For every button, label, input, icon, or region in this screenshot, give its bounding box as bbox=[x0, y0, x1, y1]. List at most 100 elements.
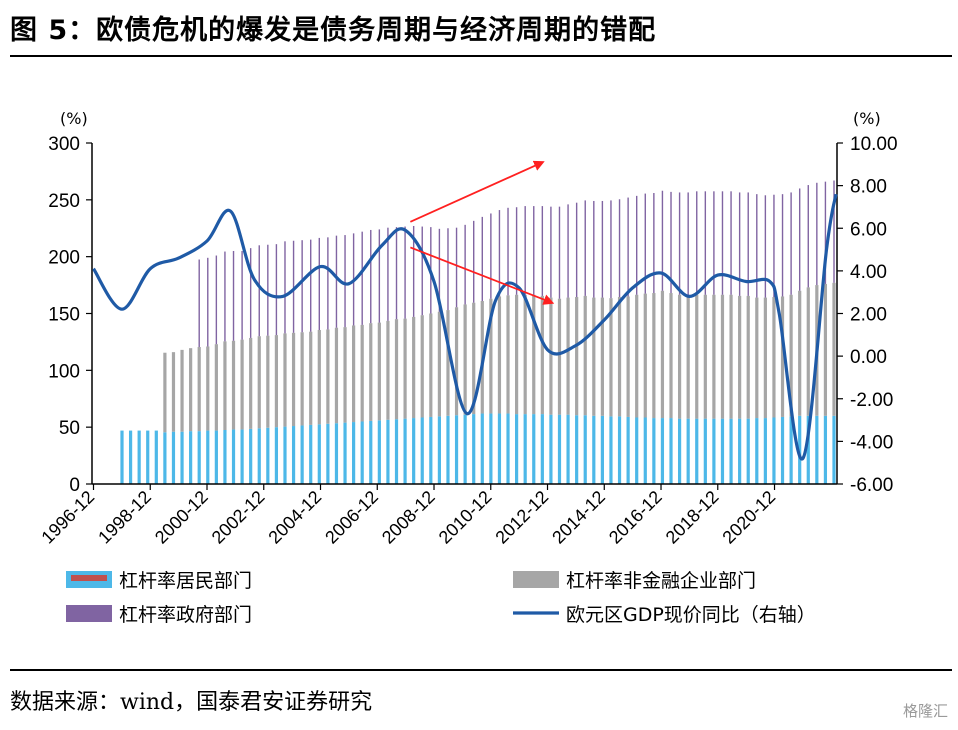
bar-household bbox=[480, 413, 484, 484]
bar-government bbox=[275, 244, 278, 336]
left-tick-label: 300 bbox=[48, 134, 80, 155]
bar-government bbox=[644, 193, 646, 294]
bar-government bbox=[378, 229, 381, 323]
bar-government bbox=[593, 200, 595, 298]
bar-household bbox=[635, 417, 639, 484]
bar-government bbox=[224, 251, 226, 342]
bar-government bbox=[207, 257, 209, 347]
bar-government bbox=[387, 227, 389, 321]
bar-corporate bbox=[677, 294, 682, 419]
bar-government bbox=[215, 255, 218, 345]
bar-household bbox=[369, 420, 373, 484]
bar-corporate bbox=[489, 298, 493, 414]
bar-household bbox=[506, 413, 510, 484]
bar-corporate bbox=[806, 287, 810, 416]
bar-household bbox=[515, 414, 519, 484]
bar-corporate bbox=[437, 311, 441, 417]
legend-label-government: 杠杆率政府部门 bbox=[119, 604, 252, 626]
bar-corporate bbox=[309, 331, 313, 425]
left-tick-label: 150 bbox=[48, 305, 80, 326]
bar-government bbox=[721, 191, 724, 295]
bar-government bbox=[198, 259, 200, 348]
bar-government bbox=[550, 206, 552, 298]
bar-corporate bbox=[429, 313, 433, 417]
bar-corporate bbox=[343, 327, 347, 423]
bar-government bbox=[473, 220, 475, 303]
right-tick-label: -4.00 bbox=[850, 432, 893, 453]
x-tick-label: 2014-12 bbox=[548, 487, 609, 548]
bar-household bbox=[540, 414, 544, 484]
bar-household bbox=[163, 432, 167, 484]
bar-household bbox=[677, 418, 682, 484]
legend-label-corporate: 杠杆率非金融企业部门 bbox=[566, 570, 756, 592]
bar-government bbox=[292, 240, 295, 333]
bar-government bbox=[498, 210, 501, 297]
bar-household bbox=[823, 415, 828, 484]
x-tick-label: 2000-12 bbox=[151, 487, 212, 548]
bar-corporate bbox=[403, 318, 407, 419]
title-rule bbox=[10, 55, 952, 57]
bar-government bbox=[661, 190, 664, 291]
bar-household bbox=[429, 416, 433, 484]
bar-government bbox=[730, 191, 732, 295]
bar-government bbox=[618, 199, 621, 298]
bar-government bbox=[696, 191, 698, 295]
bar-government bbox=[798, 188, 801, 291]
bar-corporate bbox=[240, 339, 244, 430]
bar-government bbox=[404, 226, 406, 319]
bar-corporate bbox=[412, 316, 416, 419]
left-tick-label: 250 bbox=[48, 191, 80, 212]
bar-government bbox=[455, 227, 458, 308]
right-tick-label: 0.00 bbox=[850, 347, 887, 368]
bar-household bbox=[360, 421, 364, 484]
bar-corporate bbox=[695, 294, 699, 419]
bar-corporate bbox=[377, 322, 381, 421]
bar-corporate bbox=[652, 293, 656, 419]
bar-government bbox=[310, 239, 312, 332]
bar-household bbox=[472, 414, 476, 484]
bar-corporate bbox=[583, 295, 587, 416]
bar-government bbox=[481, 216, 483, 301]
bar-corporate bbox=[317, 329, 321, 425]
bar-corporate bbox=[549, 297, 553, 415]
bar-government bbox=[507, 207, 509, 296]
bar-household bbox=[446, 415, 450, 484]
bar-household bbox=[549, 414, 553, 484]
bar-government bbox=[533, 206, 535, 295]
bar-corporate bbox=[386, 320, 390, 420]
bar-corporate bbox=[575, 297, 579, 416]
bar-household bbox=[523, 414, 527, 484]
bar-household bbox=[557, 414, 562, 484]
gdp-line-group bbox=[92, 193, 838, 461]
bar-government bbox=[584, 200, 586, 296]
bar-corporate bbox=[223, 341, 227, 431]
bar-corporate bbox=[189, 348, 193, 432]
bar-corporate bbox=[266, 335, 270, 428]
bar-government bbox=[575, 202, 578, 298]
bar-government bbox=[670, 191, 672, 294]
annotation-arrow bbox=[409, 160, 545, 223]
bar-government bbox=[833, 180, 835, 283]
bar-government bbox=[258, 245, 260, 337]
bar-corporate bbox=[789, 294, 793, 417]
bar-corporate bbox=[772, 297, 776, 418]
bar-corporate bbox=[515, 294, 519, 415]
bar-corporate bbox=[197, 347, 201, 432]
bar-household bbox=[189, 431, 193, 484]
annotation-arrow bbox=[410, 246, 555, 305]
bar-household bbox=[120, 430, 124, 484]
bar-government bbox=[370, 229, 372, 324]
bar-corporate bbox=[369, 323, 373, 421]
bar-corporate bbox=[720, 294, 725, 419]
bar-corporate bbox=[352, 325, 356, 423]
bar-household bbox=[352, 422, 356, 484]
bar-corporate bbox=[592, 297, 596, 416]
bar-government bbox=[515, 207, 518, 295]
legend-swatch-corporate bbox=[513, 571, 559, 588]
bar-household bbox=[643, 417, 647, 484]
bar-government bbox=[653, 193, 655, 294]
bar-household bbox=[249, 428, 253, 484]
bar-corporate bbox=[249, 337, 253, 429]
bar-household bbox=[660, 418, 665, 484]
